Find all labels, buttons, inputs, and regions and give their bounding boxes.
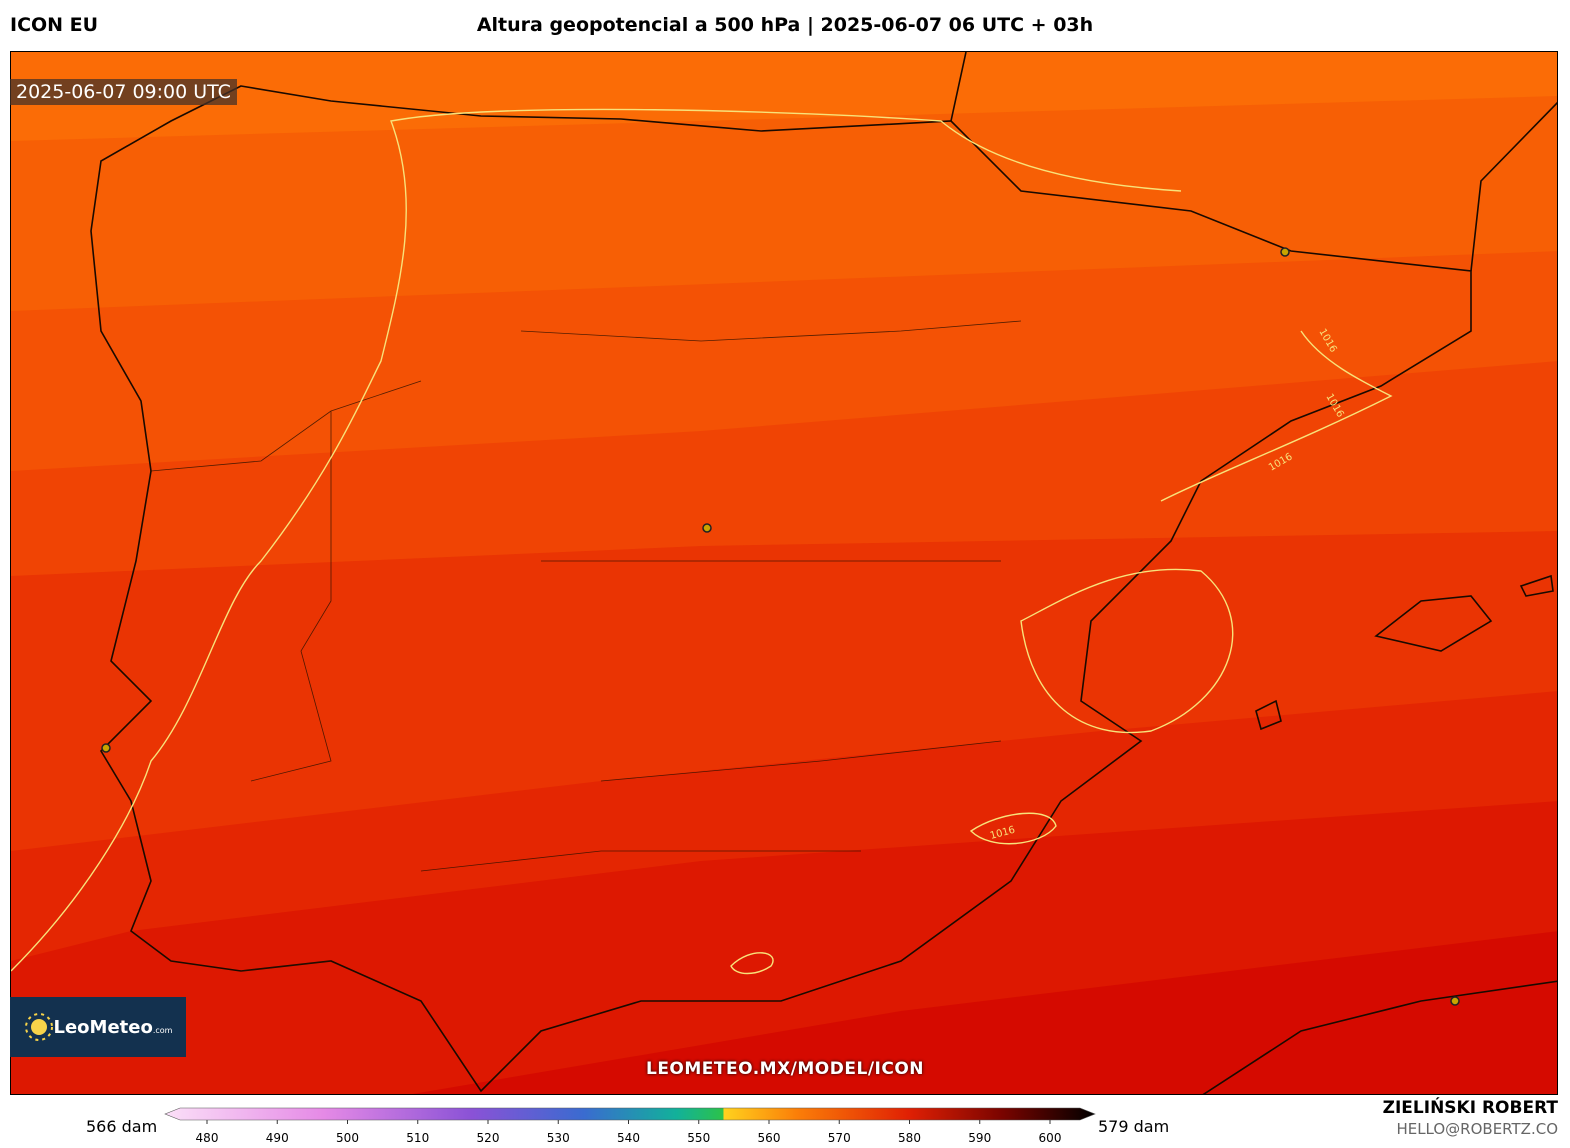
colorbar-tick-label: 520 xyxy=(477,1131,500,1145)
band xyxy=(412,931,1557,1094)
africa-coast xyxy=(1202,980,1557,1094)
logo: LeoMeteo .com xyxy=(10,997,186,1057)
contour xyxy=(1020,568,1234,734)
colorbar: 480 490 500 510 520 530 540 550 560 570 580 590 600 xyxy=(164,1107,1096,1145)
colorbar-tick-label: 570 xyxy=(828,1131,851,1145)
colorbar-tick-label: 600 xyxy=(1039,1131,1062,1145)
contour xyxy=(11,108,1182,972)
coastlines xyxy=(90,52,1557,1094)
contour xyxy=(1160,330,1393,502)
logo-suffix: .com xyxy=(152,1025,173,1035)
islands xyxy=(1255,574,1554,731)
source-url: LEOMETEO.MX/MODEL/ICON xyxy=(645,1059,925,1079)
city-marker xyxy=(702,523,712,533)
city-markers xyxy=(101,247,1460,1006)
timestamp: 2025-06-07 09:00 UTC xyxy=(10,79,237,105)
colorbar-tick-label: 580 xyxy=(898,1131,921,1145)
colorbar-tick-label: 550 xyxy=(687,1131,710,1145)
city-marker xyxy=(1450,996,1460,1006)
contour-lines xyxy=(11,108,1393,975)
map-canvas: 1016 1016 1016 1016 xyxy=(11,52,1557,1094)
colorbar-ramp xyxy=(164,1107,1096,1121)
colorbar-tick-label: 560 xyxy=(758,1131,781,1145)
city-marker xyxy=(1280,247,1290,257)
email: HELLO@ROBERTZ.CO xyxy=(1396,1120,1558,1138)
colorbar-tick-label: 590 xyxy=(968,1131,991,1145)
region-line xyxy=(420,320,1022,872)
france-coast xyxy=(950,52,1557,272)
logo-text: LeoMeteo xyxy=(53,1016,153,1038)
author: ZIELIŃSKI ROBERT xyxy=(1382,1098,1558,1118)
colorbar-max-label: 579 dam xyxy=(1098,1117,1170,1136)
border xyxy=(150,380,422,972)
height-bands xyxy=(11,52,1557,1094)
mallorca xyxy=(1374,595,1493,652)
colorbar-tick-label: 500 xyxy=(336,1131,359,1145)
map-title: Altura geopotencial a 500 hPa | 2025-06-… xyxy=(476,14,1094,36)
borders xyxy=(150,320,1022,972)
colorbar-ticks: 480 490 500 510 520 530 540 550 560 570 580 590 600 xyxy=(196,1120,1062,1145)
map: 1016 1016 1016 1016 xyxy=(10,51,1558,1095)
colorbar-tick-label: 540 xyxy=(617,1131,640,1145)
colorbar-tick-label: 530 xyxy=(547,1131,570,1145)
city-marker xyxy=(101,743,111,753)
iberia-coast xyxy=(90,85,1472,1093)
colorbar-tick-label: 480 xyxy=(196,1131,219,1145)
model-name: ICON EU xyxy=(10,14,99,36)
colorbar-tick-label: 490 xyxy=(266,1131,289,1145)
colorbar-tick-label: 510 xyxy=(406,1131,429,1145)
contour xyxy=(730,812,1057,975)
logo-sun xyxy=(24,1013,53,1041)
colorbar-min-label: 566 dam xyxy=(86,1117,158,1136)
